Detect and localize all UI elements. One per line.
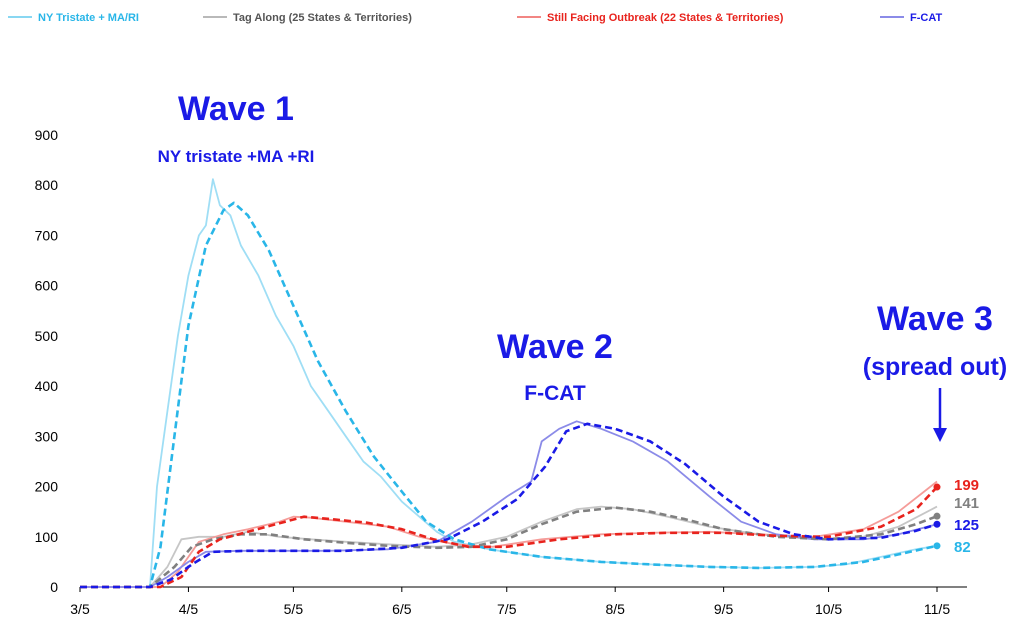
y-tick-label: 100	[35, 529, 59, 545]
x-tick-label: 10/5	[815, 601, 842, 617]
legend-label: Still Facing Outbreak (22 States & Terri…	[547, 12, 784, 24]
annotation-wave-3-subtitle: (spread out)	[863, 353, 1007, 381]
end-point-ny-tristate-ma-ri	[933, 542, 941, 550]
series-avg-line-ny-tristate-ma-ri	[80, 201, 938, 589]
wave-3-arrow-icon	[933, 388, 947, 442]
annotation-wave-2-title: Wave 2	[497, 328, 613, 366]
y-tick-label: 900	[35, 127, 59, 143]
y-tick-label: 400	[35, 378, 59, 394]
x-tick-label: 6/5	[392, 601, 412, 617]
end-label-f-cat: 125	[954, 517, 979, 534]
legend-label: Tag Along (25 States & Territories)	[233, 12, 412, 24]
x-tick-label: 9/5	[714, 601, 734, 617]
y-tick-label: 700	[35, 227, 59, 243]
annotation-wave-1-title: Wave 1	[178, 90, 294, 128]
end-label-ny-tristate-ma-ri: 82	[954, 539, 971, 556]
y-tick-label: 0	[50, 579, 58, 595]
end-point-tag-along-25-states-territories	[933, 512, 941, 520]
legend-item-still-facing-outbreak-22-states-territories: Still Facing Outbreak (22 States & Terri…	[517, 12, 784, 24]
series-avg-line-still-facing-outbreak-22-states-territories	[80, 486, 938, 589]
x-tick-label: 5/5	[284, 601, 304, 617]
annotation-wave-2-subtitle: F-CAT	[524, 382, 586, 405]
legend-label: F-CAT	[910, 12, 942, 24]
annotation-wave-3-title: Wave 3	[877, 300, 993, 338]
x-tick-label: 4/5	[179, 601, 199, 617]
series-raw-line-f-cat	[80, 420, 938, 588]
end-point-still-facing-outbreak-22-states-territories	[933, 483, 941, 491]
x-tick-label: 8/5	[605, 601, 625, 617]
axes: 0 100 200 300 400 500 600 700 800 900 3/5 4/5 5/5 6/5…	[35, 127, 967, 617]
annotation-layer: Wave 1 NY tristate +MA +RI Wave 2 F-CAT Wave…	[158, 90, 1007, 442]
legend: NY Tristate + MA/RI Tag Along (25 States …	[8, 12, 942, 24]
annotation-wave-1-subtitle: NY tristate +MA +RI	[158, 147, 315, 166]
legend-item-tag-along-25-states-territories: Tag Along (25 States & Territories)	[203, 12, 412, 24]
y-tick-label: 200	[35, 479, 59, 495]
legend-item-ny-tristate-ma-ri: NY Tristate + MA/RI	[8, 12, 139, 24]
y-tick-label: 300	[35, 428, 59, 444]
y-tick-label: 600	[35, 278, 59, 294]
end-label-still-facing-outbreak-22-states-territories: 199	[954, 477, 979, 494]
legend-label: NY Tristate + MA/RI	[38, 12, 139, 24]
legend-item-f-cat: F-CAT	[880, 12, 942, 24]
end-point-f-cat	[933, 520, 941, 528]
x-tick-label: 7/5	[497, 601, 517, 617]
series-raw-line-still-facing-outbreak-22-states-territories	[80, 480, 938, 588]
x-tick-label: 3/5	[70, 601, 90, 617]
end-label-tag-along-25-states-territories: 141	[954, 495, 979, 512]
x-tick-label: 11/5	[924, 601, 950, 617]
y-tick-label: 500	[35, 328, 59, 344]
y-tick-label: 800	[35, 177, 59, 193]
series-avg-line-f-cat	[80, 422, 938, 589]
